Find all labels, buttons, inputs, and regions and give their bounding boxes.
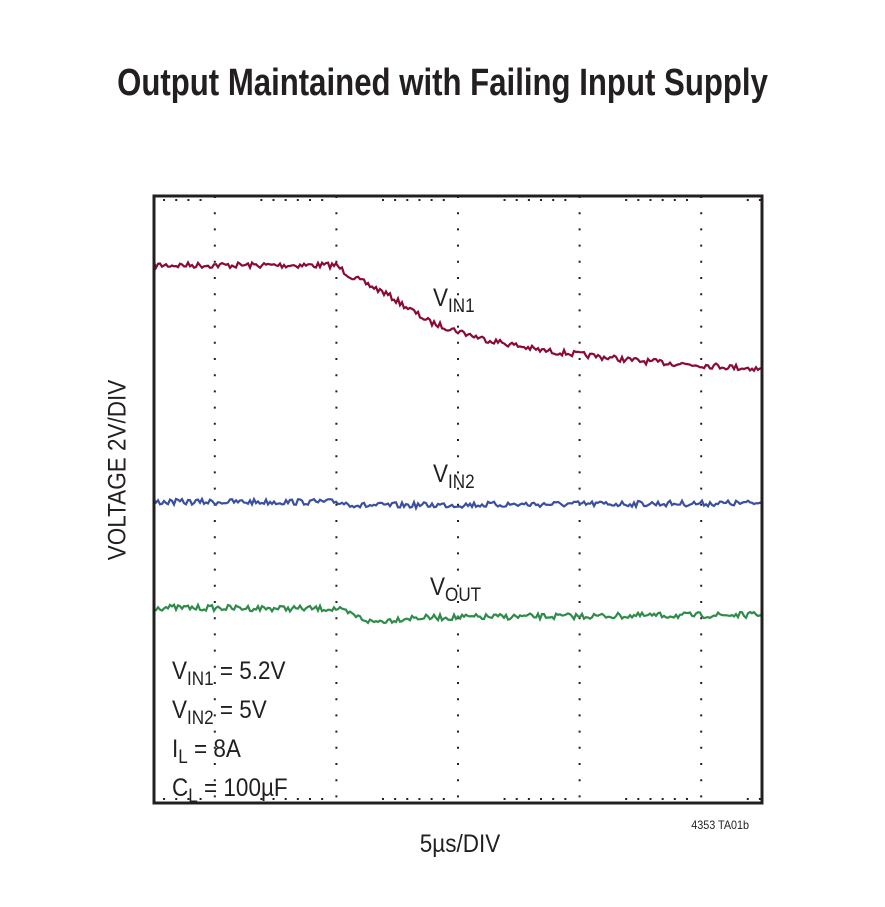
minor-tick: [527, 199, 530, 201]
minor-tick: [309, 798, 311, 800]
minor-tick: [296, 199, 299, 201]
minor-tick: [272, 199, 275, 201]
minor-tick: [296, 798, 299, 800]
plot-frame: [152, 194, 764, 805]
minor-tick: [758, 199, 761, 201]
minor-tick: [418, 199, 421, 201]
minor-tick: [564, 798, 567, 800]
minor-tick: [430, 798, 433, 800]
minor-tick: [515, 798, 518, 800]
minor-tick: [540, 199, 543, 201]
minor-tick: [503, 199, 506, 201]
minor-tick: [260, 199, 263, 201]
minor-tick: [163, 199, 166, 201]
minor-tick: [564, 199, 567, 201]
minor-tick: [637, 199, 640, 201]
minor-tick: [661, 798, 664, 800]
minor-tick: [527, 798, 530, 800]
minor-tick: [625, 798, 628, 800]
minor-tick: [758, 798, 761, 800]
minor-tick: [272, 798, 275, 800]
figure-code: 4353 TA01b: [691, 818, 750, 832]
minor-tick: [685, 199, 688, 201]
series-label-vin2: VIN2: [433, 460, 475, 493]
minor-tick: [187, 199, 190, 201]
minor-tick: [199, 199, 202, 201]
minor-tick: [260, 798, 263, 800]
trace-vin1: [152, 260, 763, 373]
trace-vout: [153, 602, 763, 625]
test-conditions: VIN1 = 5.2V VIN2 = 5V IL = 8A CL = 100µF: [172, 656, 288, 812]
minor-tick: [552, 199, 555, 201]
trace-vin2: [153, 496, 763, 512]
minor-tick: [515, 199, 518, 201]
minor-tick: [442, 199, 445, 201]
minor-tick: [637, 798, 640, 800]
minor-tick: [394, 199, 397, 201]
minor-tick: [381, 199, 384, 201]
minor-tick: [284, 798, 287, 800]
minor-tick: [321, 798, 324, 800]
minor-tick: [175, 199, 178, 201]
condition-il: IL = 8A: [172, 735, 241, 768]
minor-tick: [625, 199, 628, 201]
minor-tick: [540, 798, 543, 800]
y-axis-label: VOLTAGE 2V/DIV: [103, 379, 132, 561]
minor-tick: [673, 199, 676, 201]
minor-tick: [442, 798, 445, 800]
minor-tick: [746, 199, 749, 201]
minor-tick: [430, 199, 433, 201]
minor-tick: [649, 798, 652, 800]
minor-tick: [649, 199, 652, 201]
condition-cl: CL = 100µF: [172, 774, 288, 807]
minor-tick: [199, 798, 202, 800]
minor-tick: [163, 798, 166, 800]
condition-vin1: VIN1 = 5.2V: [172, 657, 286, 690]
condition-vin2: VIN2 = 5V: [172, 696, 267, 729]
minor-tick: [309, 199, 311, 201]
x-axis-label: 5µs/DIV: [419, 830, 501, 858]
minor-tick: [661, 199, 664, 201]
minor-tick: [284, 199, 287, 201]
minor-tick: [394, 798, 397, 800]
minor-tick: [406, 798, 409, 800]
minor-tick: [503, 798, 506, 800]
minor-tick: [187, 798, 190, 800]
series-label-vin1: VIN1: [433, 284, 475, 317]
minor-tick: [175, 798, 178, 800]
minor-tick: [673, 798, 676, 800]
minor-tick: [685, 798, 688, 800]
series-label-vout: VOUT: [430, 573, 482, 606]
minor-tick: [418, 798, 421, 800]
minor-tick: [406, 199, 409, 201]
minor-tick: [321, 199, 324, 201]
minor-tick: [381, 798, 384, 800]
minor-tick: [746, 798, 749, 800]
chart-title: Output Maintained with Failing Input Sup…: [117, 62, 768, 104]
minor-tick: [552, 798, 555, 800]
